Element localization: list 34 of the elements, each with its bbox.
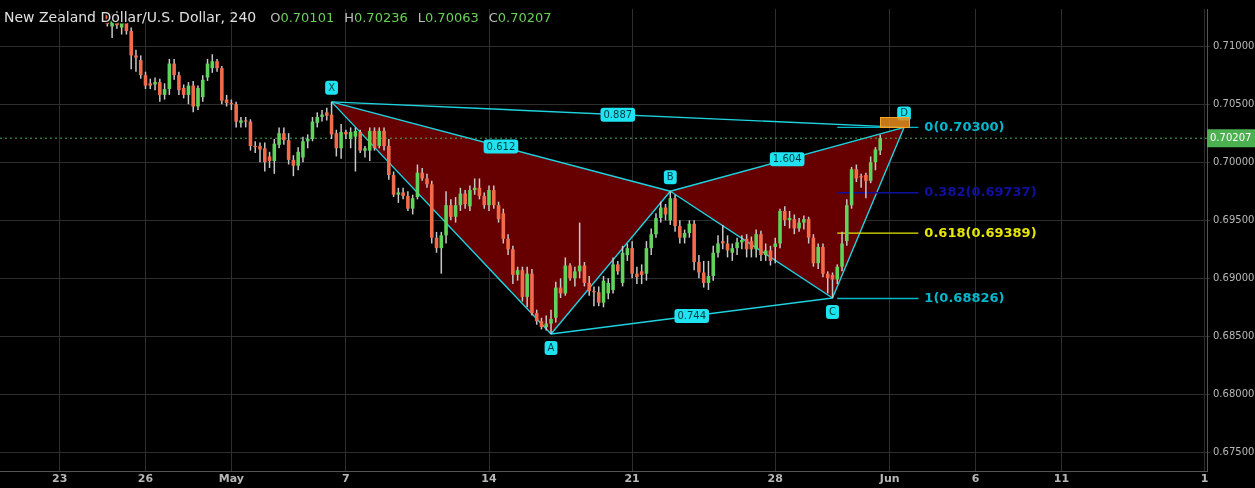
series-label: 0.887 xyxy=(603,108,633,120)
chart-subtitle: O0.70101 H0.70236 L0.70063 C0.70207 xyxy=(270,10,552,25)
x-tick-label: 11 xyxy=(1053,472,1070,486)
x-tick-label: May xyxy=(218,472,244,486)
series-label: 1(0.68826) xyxy=(924,289,1005,305)
y-tick-label: 0.67500 xyxy=(1213,446,1255,458)
series-label: 0.744 xyxy=(677,310,707,322)
x-tick-label: 6 xyxy=(971,472,980,486)
series-label: 0.382(0.69737) xyxy=(924,184,1037,200)
y-tick-label: 0.68000 xyxy=(1213,387,1255,399)
y-tick-label: 0.71000 xyxy=(1213,39,1255,51)
data-label: B xyxy=(666,171,674,183)
x-tick-label: 23 xyxy=(51,472,68,486)
y-tick-label: 0.68500 xyxy=(1213,329,1255,341)
data-label: D xyxy=(900,107,909,119)
series-label: 1.604 xyxy=(772,153,802,165)
data-label: A xyxy=(547,342,555,354)
y-tick-label: 0.70500 xyxy=(1213,97,1255,109)
x-tick-label: 1 xyxy=(1200,472,1209,486)
y-tick-label: 0.69500 xyxy=(1213,213,1255,225)
series-label: 0.612 xyxy=(486,140,516,152)
x-tick-label: Jun xyxy=(878,472,900,486)
data-label: X xyxy=(328,81,336,93)
x-tick-label: 14 xyxy=(481,472,497,486)
data-label: C xyxy=(829,306,836,318)
y-tick-label: 0.69000 xyxy=(1213,271,1255,283)
ref-line-label: 0.70207 xyxy=(1210,131,1252,143)
x-tick-label: 26 xyxy=(137,472,154,486)
series-label: 0.618(0.69389) xyxy=(924,224,1037,240)
x-tick-label: 7 xyxy=(342,472,350,486)
x-tick-label: 28 xyxy=(767,472,783,486)
series-label: 0(0.70300) xyxy=(924,118,1005,134)
x-tick-label: 21 xyxy=(624,472,640,486)
y-tick-label: 0.70000 xyxy=(1213,155,1255,167)
